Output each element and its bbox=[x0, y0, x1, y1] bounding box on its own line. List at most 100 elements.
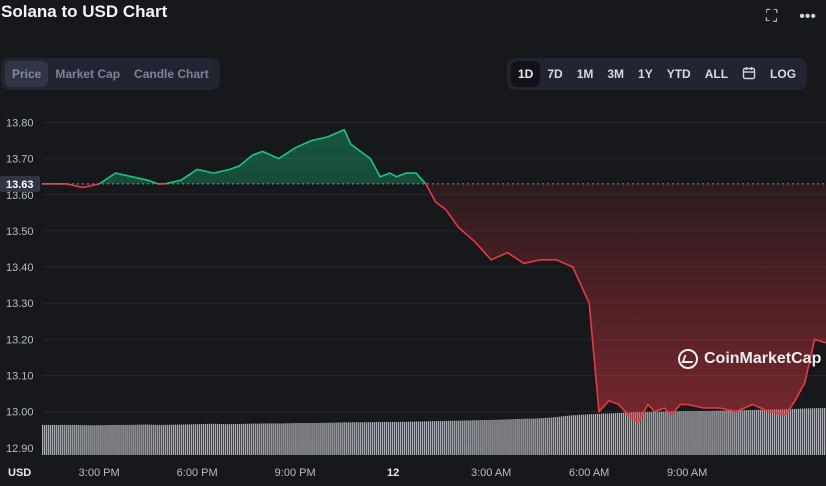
volume-bar bbox=[122, 424, 124, 455]
volume-bar bbox=[323, 422, 325, 455]
volume-bar bbox=[532, 418, 534, 455]
volume-bar bbox=[725, 410, 727, 455]
volume-bar bbox=[785, 409, 788, 455]
volume-bar bbox=[112, 424, 114, 455]
range-log[interactable]: LOG bbox=[770, 67, 797, 81]
volume-bar bbox=[462, 420, 464, 455]
volume-bar bbox=[480, 420, 482, 455]
volume-bar bbox=[508, 419, 510, 455]
volume-bar bbox=[90, 425, 92, 455]
volume-bar bbox=[331, 422, 333, 455]
x-tick-label: 6:00 PM bbox=[177, 467, 218, 479]
volume-bar bbox=[70, 424, 72, 455]
range-1y[interactable]: 1Y bbox=[638, 67, 653, 81]
volume-bar bbox=[42, 424, 44, 455]
volume-bar bbox=[741, 410, 743, 455]
volume-bar bbox=[775, 409, 778, 455]
volume-bar bbox=[285, 423, 287, 455]
volume-bar bbox=[713, 410, 715, 455]
volume-bar bbox=[492, 419, 494, 455]
volume-bar bbox=[691, 411, 693, 455]
more-icon[interactable]: ••• bbox=[799, 8, 816, 25]
volume-bar bbox=[196, 424, 199, 455]
volume-bar bbox=[584, 414, 587, 455]
volume-bar bbox=[562, 416, 564, 455]
volume-bar bbox=[144, 424, 146, 455]
volume-bar bbox=[789, 409, 792, 455]
volume-bar bbox=[214, 423, 217, 455]
volume-bar bbox=[753, 409, 755, 455]
tab-market-cap[interactable]: Market Cap bbox=[55, 67, 121, 81]
volume-bar bbox=[767, 409, 770, 455]
volume-bar bbox=[809, 408, 812, 455]
volume-bar bbox=[257, 423, 259, 455]
volume-bar bbox=[701, 411, 703, 455]
tab-candle-chart[interactable]: Candle Chart bbox=[134, 67, 209, 81]
volume-bar bbox=[641, 412, 643, 455]
volume-bar bbox=[166, 424, 168, 455]
volume-bar bbox=[417, 421, 420, 455]
volume-bar bbox=[673, 411, 675, 455]
volume-bar bbox=[198, 424, 201, 455]
volume-bar bbox=[550, 417, 552, 455]
volume-bar bbox=[164, 424, 166, 455]
volume-bar bbox=[419, 421, 422, 455]
volume-bar bbox=[735, 410, 737, 455]
volume-bar bbox=[431, 421, 434, 455]
range-1d[interactable]: 1D bbox=[511, 61, 541, 87]
volume-bar bbox=[138, 424, 140, 455]
volume-bar bbox=[556, 416, 558, 455]
volume-bar bbox=[110, 424, 112, 455]
x-tick-label: 3:00 PM bbox=[79, 467, 120, 479]
volume-bar bbox=[817, 408, 820, 455]
range-7d[interactable]: 7D bbox=[547, 67, 563, 81]
volume-bar bbox=[136, 424, 138, 455]
volume-bar bbox=[273, 423, 275, 455]
volume-bar bbox=[803, 408, 806, 455]
range-all[interactable]: ALL bbox=[704, 67, 729, 81]
range-3m[interactable]: 3M bbox=[607, 67, 625, 81]
volume-bar bbox=[512, 419, 514, 455]
volume-bar bbox=[200, 424, 203, 455]
volume-bar bbox=[339, 422, 341, 455]
volume-bar bbox=[299, 423, 301, 455]
current-price-value: 13.63 bbox=[6, 179, 34, 191]
range-ytd[interactable]: YTD bbox=[666, 67, 691, 81]
volume-bar bbox=[94, 425, 96, 455]
volume-bar bbox=[142, 424, 144, 455]
volume-bar bbox=[154, 424, 156, 455]
volume-bar bbox=[259, 423, 261, 455]
volume-bar bbox=[230, 424, 233, 455]
volume-bar bbox=[355, 422, 357, 455]
calendar-icon[interactable] bbox=[735, 60, 763, 89]
volume-bar bbox=[357, 422, 359, 455]
x-tick-label: 3:00 AM bbox=[471, 467, 511, 479]
volume-bar bbox=[482, 420, 484, 455]
volume-bar bbox=[620, 412, 623, 455]
expand-icon[interactable]: ⛶ bbox=[765, 8, 778, 25]
volume-bar bbox=[580, 414, 583, 455]
volume-bar bbox=[224, 424, 227, 455]
volume-bar bbox=[490, 419, 492, 455]
volume-bar bbox=[663, 411, 665, 455]
volume-bar bbox=[695, 411, 697, 455]
volume-bar bbox=[679, 411, 681, 455]
volume-bar bbox=[717, 410, 719, 455]
volume-bar bbox=[749, 410, 751, 455]
volume-bar bbox=[309, 423, 311, 455]
volume-bar bbox=[629, 412, 631, 455]
volume-bar bbox=[444, 420, 446, 455]
volume-bar bbox=[647, 411, 649, 455]
volume-bar bbox=[771, 409, 774, 455]
volume-bar bbox=[554, 417, 556, 455]
tab-price[interactable]: Price bbox=[5, 61, 49, 87]
volume-bar bbox=[88, 425, 90, 455]
volume-bar bbox=[504, 419, 506, 455]
volume-bar bbox=[731, 410, 733, 455]
volume-bar bbox=[592, 414, 595, 455]
volume-bar bbox=[232, 424, 235, 455]
range-1m[interactable]: 1M bbox=[576, 67, 594, 81]
volume-bar bbox=[405, 421, 408, 455]
volume-bar bbox=[464, 420, 466, 455]
